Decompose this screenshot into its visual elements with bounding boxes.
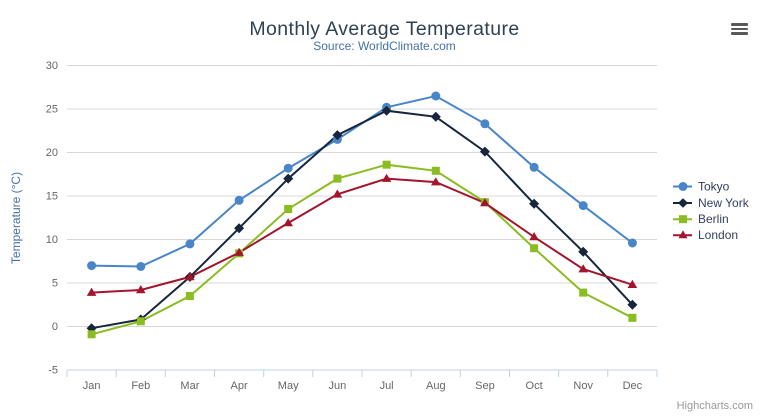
svg-text:May: May xyxy=(278,380,299,392)
svg-text:Aug: Aug xyxy=(426,380,446,392)
svg-text:Nov: Nov xyxy=(573,380,593,392)
svg-text:Jun: Jun xyxy=(329,380,347,392)
svg-text:Jul: Jul xyxy=(380,380,394,392)
svg-text:Apr: Apr xyxy=(231,380,248,392)
svg-text:Berlin: Berlin xyxy=(698,212,729,226)
svg-text:Oct: Oct xyxy=(526,380,543,392)
svg-text:Temperature (°C): Temperature (°C) xyxy=(9,172,23,264)
svg-text:25: 25 xyxy=(46,104,58,116)
svg-text:Jan: Jan xyxy=(83,380,101,392)
svg-text:London: London xyxy=(698,228,738,242)
svg-text:Tokyo: Tokyo xyxy=(698,180,730,194)
svg-text:0: 0 xyxy=(52,321,58,333)
svg-text:5: 5 xyxy=(52,278,58,290)
svg-text:10: 10 xyxy=(46,234,58,246)
svg-text:-5: -5 xyxy=(48,365,58,377)
svg-text:15: 15 xyxy=(46,191,58,203)
svg-text:Mar: Mar xyxy=(180,380,199,392)
svg-text:30: 30 xyxy=(46,60,58,72)
svg-text:Highcharts.com: Highcharts.com xyxy=(677,400,753,412)
svg-text:New York: New York xyxy=(698,196,750,210)
svg-text:Sep: Sep xyxy=(475,380,495,392)
svg-text:20: 20 xyxy=(46,147,58,159)
svg-text:Dec: Dec xyxy=(623,380,643,392)
svg-text:Feb: Feb xyxy=(131,380,150,392)
